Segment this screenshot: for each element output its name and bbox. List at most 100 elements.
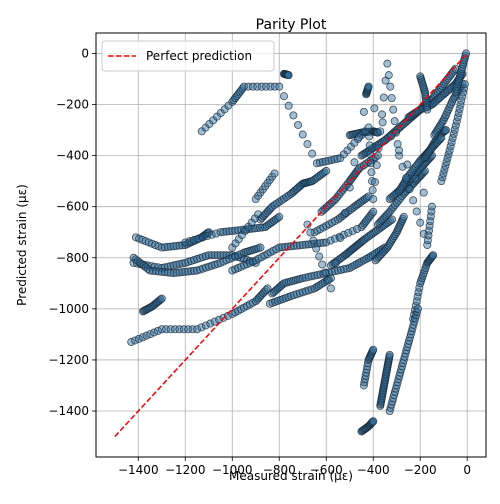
data-point — [369, 207, 378, 216]
data-point — [193, 325, 202, 334]
data-point — [223, 311, 232, 320]
data-point — [357, 257, 366, 266]
data-point — [436, 134, 445, 143]
data-point — [156, 295, 165, 304]
data-point — [318, 260, 327, 269]
data-point — [341, 208, 350, 217]
data-point — [170, 325, 179, 334]
data-point — [385, 350, 394, 359]
data-point — [367, 168, 376, 177]
data-point — [370, 104, 379, 113]
data-point — [369, 417, 378, 426]
data-point — [172, 260, 181, 269]
data-point — [275, 243, 284, 252]
data-point — [310, 271, 319, 280]
data-point — [301, 273, 310, 282]
data-point — [166, 325, 175, 334]
data-point — [307, 272, 316, 281]
data-point — [355, 133, 364, 142]
data-point — [188, 325, 197, 334]
data-point — [312, 244, 321, 253]
data-point — [163, 268, 172, 277]
data-point — [190, 235, 199, 244]
data-point — [175, 325, 184, 334]
data-point — [437, 133, 446, 142]
data-point — [321, 157, 330, 166]
data-point — [312, 159, 321, 168]
data-point — [348, 226, 357, 235]
data-point — [330, 155, 339, 164]
data-point — [198, 233, 207, 242]
data-point — [219, 227, 228, 236]
data-point — [146, 266, 155, 275]
data-point — [322, 166, 331, 175]
data-point — [462, 49, 471, 58]
data-point — [313, 271, 322, 280]
data-point — [369, 195, 378, 204]
data-point — [181, 267, 190, 276]
data-point — [364, 192, 373, 201]
data-point — [362, 255, 371, 264]
data-point — [207, 230, 216, 239]
data-point — [378, 118, 387, 127]
data-point — [275, 212, 284, 221]
data-point — [350, 261, 359, 270]
data-point — [163, 242, 172, 251]
y-tick-label: −1400 — [48, 404, 89, 418]
data-point — [157, 294, 166, 303]
data-point — [169, 269, 178, 278]
data-point — [373, 151, 382, 160]
data-point — [172, 241, 181, 250]
x-tick-label: −1200 — [165, 463, 206, 477]
data-point — [197, 323, 206, 332]
data-point — [345, 263, 354, 272]
data-point — [166, 262, 175, 271]
data-point — [185, 237, 194, 246]
data-point — [324, 276, 333, 285]
data-point — [374, 144, 383, 153]
y-axis-title: Predicted strain (με) — [15, 184, 29, 306]
data-point — [416, 218, 425, 227]
data-point — [335, 232, 344, 241]
data-point — [326, 236, 335, 245]
data-point — [395, 146, 404, 155]
data-point — [222, 227, 231, 236]
data-point — [365, 132, 374, 141]
data-point — [308, 149, 317, 158]
data-point — [315, 158, 324, 167]
data-point — [303, 140, 312, 149]
data-point — [384, 71, 393, 80]
data-point — [388, 215, 397, 224]
data-point — [157, 267, 166, 276]
plot-frame — [95, 32, 487, 458]
data-point — [319, 238, 328, 247]
data-point — [315, 252, 324, 261]
data-point — [316, 270, 325, 279]
data-point — [184, 267, 193, 276]
data-point — [160, 243, 169, 252]
legend-box — [101, 40, 275, 72]
data-point — [175, 260, 184, 269]
data-point — [263, 284, 272, 293]
data-point — [257, 82, 266, 91]
data-point — [162, 325, 171, 334]
data-point — [344, 228, 353, 237]
data-point — [322, 238, 331, 247]
data-point — [423, 105, 432, 114]
data-point — [393, 140, 402, 149]
data-point — [333, 154, 342, 163]
data-point — [387, 94, 396, 103]
data-point — [175, 268, 184, 277]
data-point — [419, 188, 428, 197]
data-point — [207, 251, 216, 260]
data-point — [318, 157, 327, 166]
data-point — [427, 202, 436, 211]
data-point — [326, 284, 335, 293]
data-point — [244, 82, 253, 91]
data-point — [331, 267, 340, 276]
data-point — [303, 220, 312, 229]
legend-label: Perfect prediction — [146, 49, 252, 63]
data-point — [286, 242, 295, 251]
y-tick-label: −1200 — [48, 353, 89, 367]
data-point — [339, 265, 348, 274]
